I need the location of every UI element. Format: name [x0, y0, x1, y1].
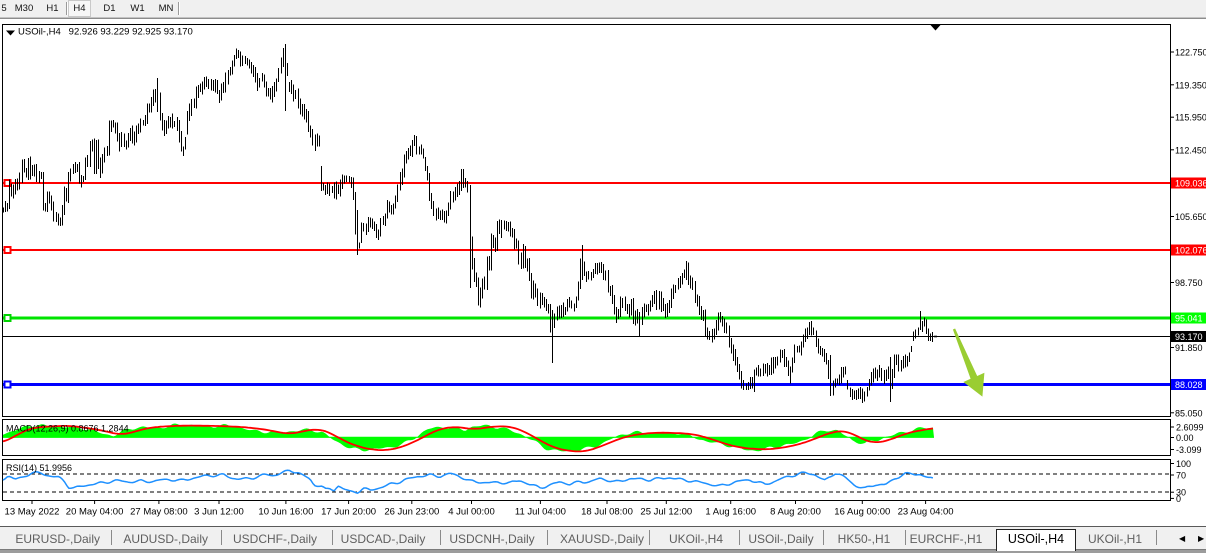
- svg-text:70: 70: [1176, 471, 1186, 481]
- svg-text:93.170: 93.170: [1175, 332, 1203, 342]
- svg-text:98.750: 98.750: [1175, 278, 1203, 288]
- svg-text:27 May 08:00: 27 May 08:00: [130, 507, 188, 518]
- svg-text:95.041: 95.041: [1175, 313, 1203, 323]
- svg-text:-3.099: -3.099: [1176, 445, 1202, 455]
- svg-text:2.6099: 2.6099: [1176, 423, 1204, 433]
- svg-text:20 May 04:00: 20 May 04:00: [66, 507, 124, 518]
- svg-text:109.036: 109.036: [1175, 178, 1206, 188]
- svg-text:16 Aug 00:00: 16 Aug 00:00: [834, 507, 890, 518]
- svg-text:18 Jul 08:00: 18 Jul 08:00: [581, 507, 633, 518]
- svg-text:0.00: 0.00: [1176, 433, 1194, 443]
- svg-text:10 Jun 16:00: 10 Jun 16:00: [258, 507, 313, 518]
- svg-text:RSI(14) 51.9956: RSI(14) 51.9956: [6, 463, 72, 473]
- svg-text:85.050: 85.050: [1175, 408, 1203, 418]
- svg-text:25 Jul 12:00: 25 Jul 12:00: [640, 507, 692, 518]
- svg-text:119.350: 119.350: [1175, 80, 1206, 90]
- svg-text:100: 100: [1176, 459, 1191, 469]
- svg-text:102.076: 102.076: [1175, 245, 1206, 255]
- svg-text:30: 30: [1176, 488, 1186, 498]
- svg-text:23 Aug 04:00: 23 Aug 04:00: [898, 507, 954, 518]
- svg-text:112.450: 112.450: [1175, 145, 1206, 155]
- svg-text:105.650: 105.650: [1175, 212, 1206, 222]
- svg-text:88.028: 88.028: [1175, 380, 1203, 390]
- svg-text:8 Aug 20:00: 8 Aug 20:00: [770, 507, 821, 518]
- svg-text:91.850: 91.850: [1175, 343, 1203, 353]
- svg-text:26 Jun 23:00: 26 Jun 23:00: [384, 507, 439, 518]
- svg-text:USOil-,H4 92.926 93.229 92.9: USOil-,H4 92.926 93.229 92.925 93.170: [18, 27, 193, 38]
- svg-text:17 Jun 20:00: 17 Jun 20:00: [321, 507, 376, 518]
- svg-text:3 Jun 12:00: 3 Jun 12:00: [194, 507, 244, 518]
- svg-text:122.750: 122.750: [1175, 48, 1206, 58]
- svg-text:MACD(12,26,9) 0.8676 1.2844: MACD(12,26,9) 0.8676 1.2844: [6, 424, 129, 434]
- svg-text:1 Aug 16:00: 1 Aug 16:00: [705, 507, 756, 518]
- svg-text:13 May 2022: 13 May 2022: [5, 507, 60, 518]
- svg-text:115.950: 115.950: [1175, 113, 1206, 123]
- svg-text:0: 0: [1176, 494, 1181, 504]
- svg-text:4 Jul 00:00: 4 Jul 00:00: [448, 507, 494, 518]
- svg-text:11 Jul 04:00: 11 Jul 04:00: [515, 507, 566, 518]
